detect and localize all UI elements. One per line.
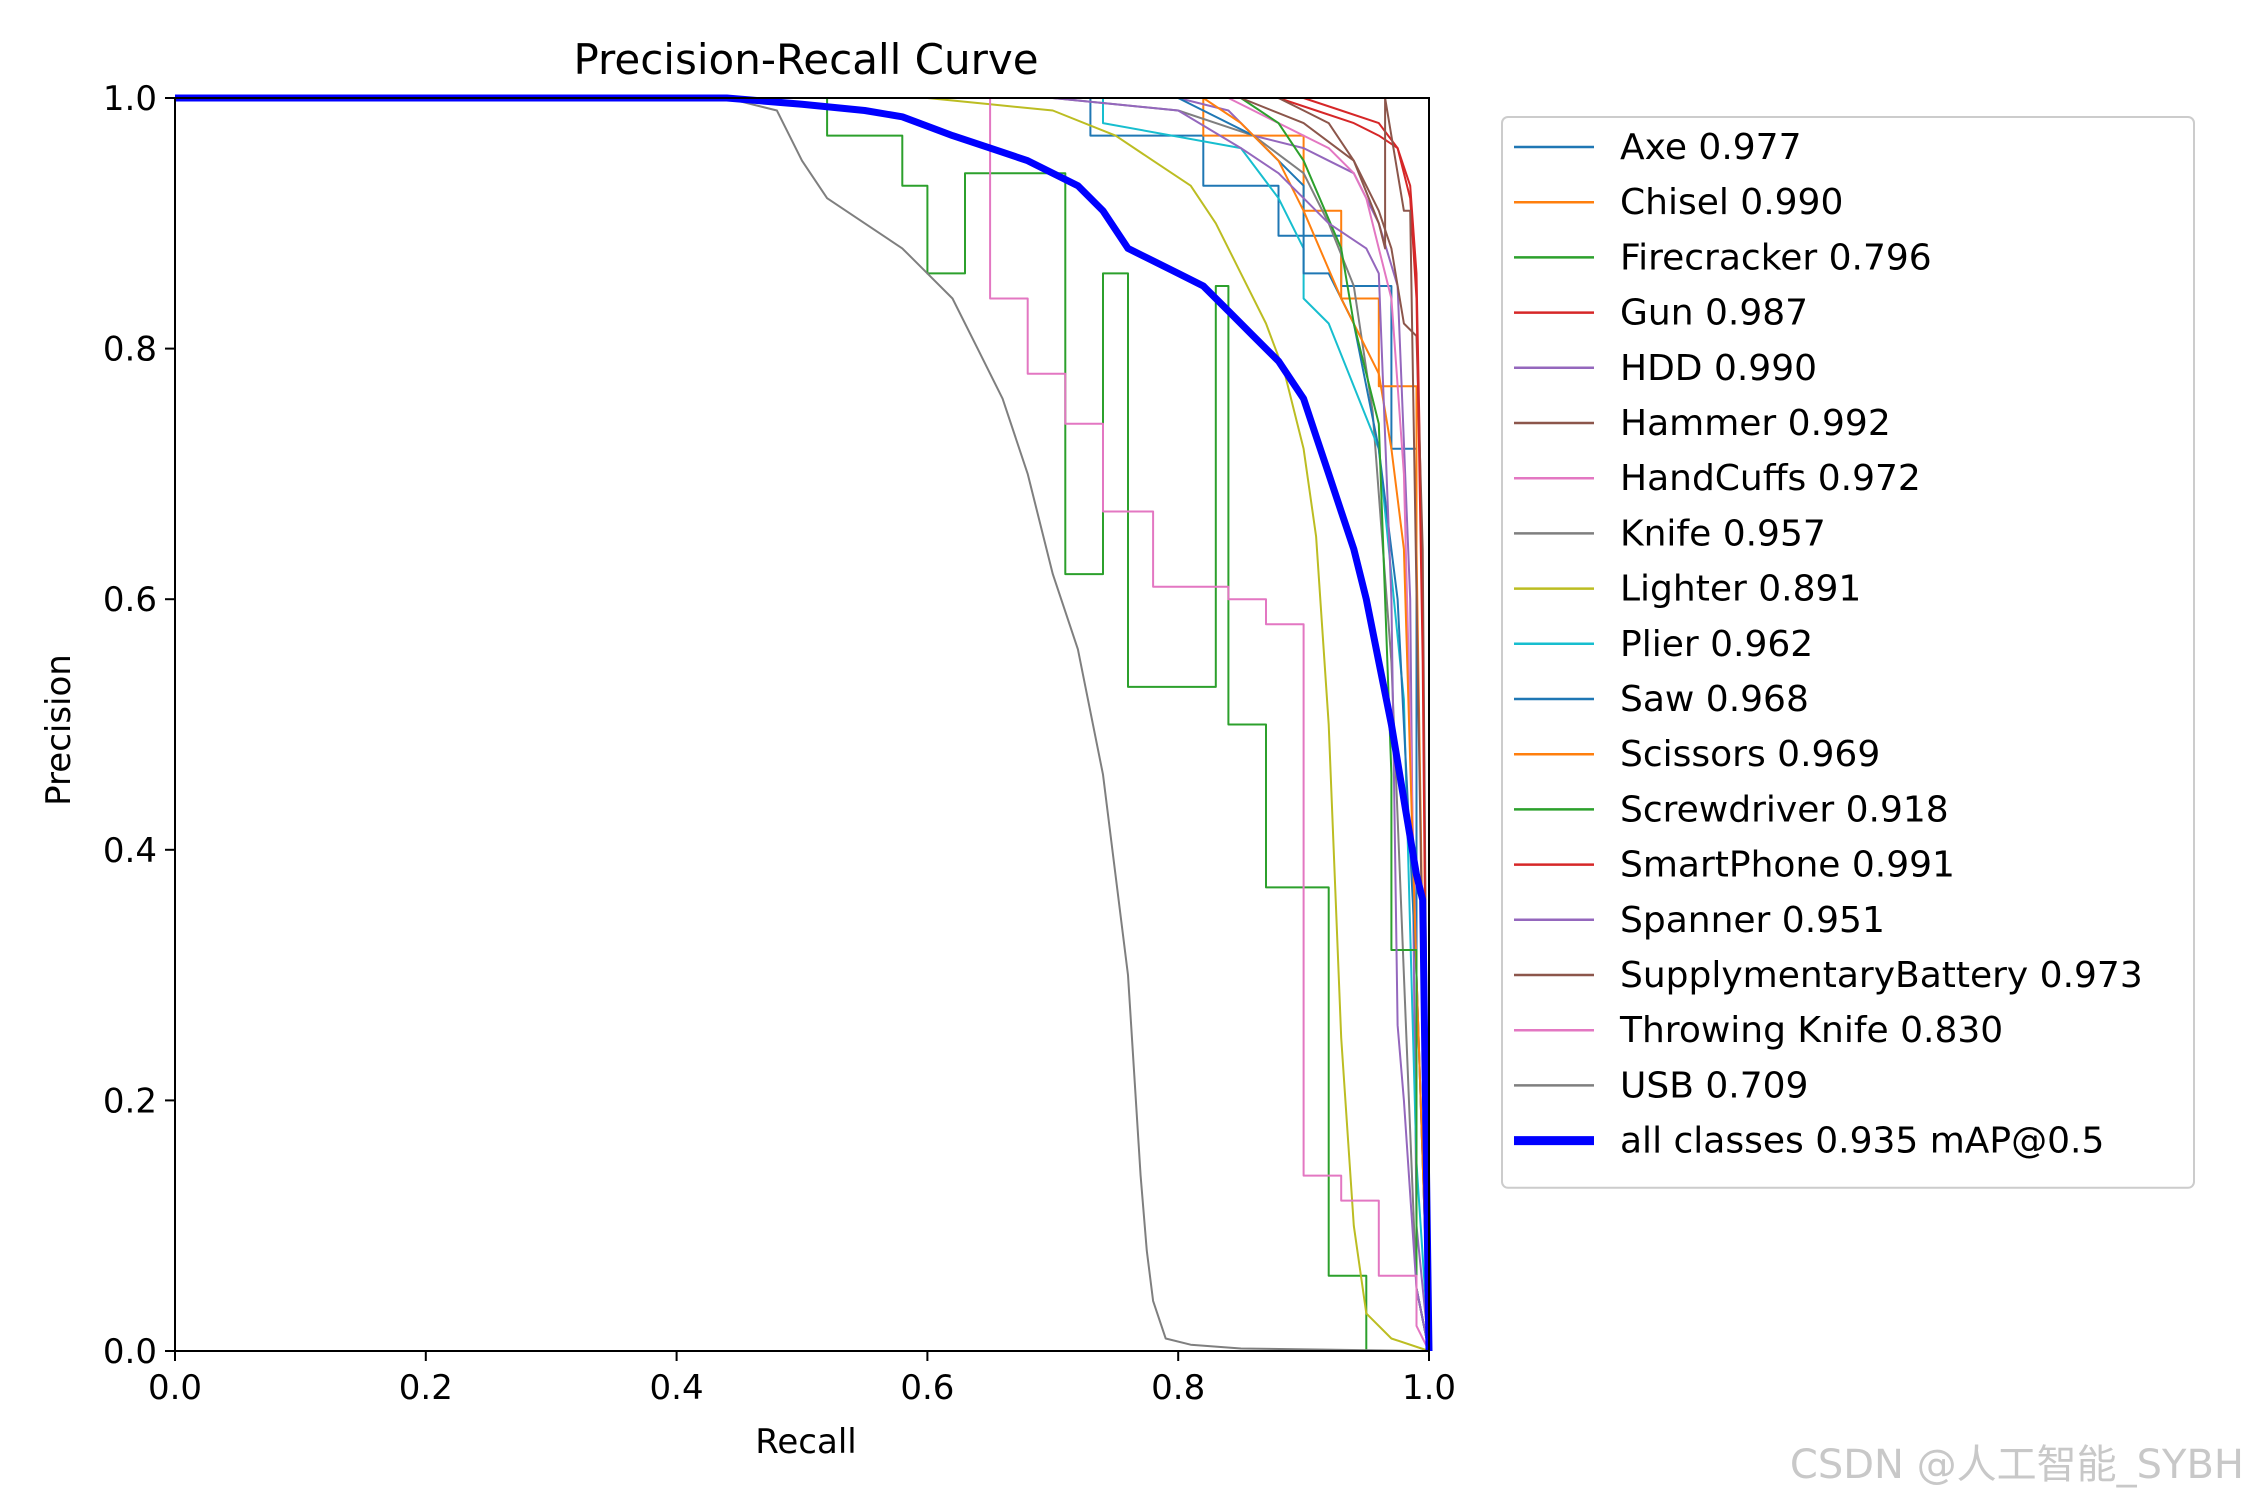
- series-line-supplymentarybattery: [175, 97, 1430, 1352]
- x-tick-label: 1.0: [1402, 1368, 1456, 1408]
- series-line-all-classes: [175, 94, 1433, 1352]
- series-line-smartphone: [175, 97, 1430, 1352]
- y-tick-label: 0.8: [103, 330, 157, 370]
- legend-entry-label: SupplymentaryBattery 0.973: [1620, 955, 2143, 996]
- plot-frame: [174, 97, 1430, 1352]
- axis-ticks: 0.0 0.2 0.4 0.6 0.8 1.0 0.0 0.2 0.4 0.6 0.8 1.0: [103, 79, 1456, 1408]
- series-line-handcuffs: [175, 97, 1430, 1352]
- series-line-spanner: [175, 97, 1430, 1352]
- legend-entry-label: Gun 0.987: [1620, 293, 1808, 334]
- legend-entry-label: SmartPhone 0.991: [1620, 845, 1955, 886]
- legend-entry-label: Spanner 0.951: [1620, 900, 1885, 941]
- legend-entry-label: all classes 0.935 mAP@0.5: [1620, 1121, 2104, 1162]
- series-line-scissors: [175, 97, 1430, 1352]
- legend-entry-label: Knife 0.957: [1620, 513, 1826, 554]
- x-tick-label: 0.2: [399, 1368, 453, 1408]
- legend-entry-label: Firecracker 0.796: [1620, 237, 1932, 278]
- series-line-axe: [175, 97, 1430, 1352]
- series-line-lighter: [175, 97, 1430, 1352]
- legend-entry-label: Saw 0.968: [1620, 679, 1809, 720]
- legend-entry-label: Chisel 0.990: [1620, 182, 1843, 223]
- chart-title: Precision-Recall Curve: [573, 35, 1038, 84]
- legend-entry-label: Axe 0.977: [1620, 127, 1801, 168]
- series-line-usb: [175, 97, 1430, 1352]
- y-tick-label: 1.0: [103, 79, 157, 119]
- y-tick-label: 0.0: [103, 1332, 157, 1372]
- plot-area: [175, 94, 1433, 1352]
- y-tick-label: 0.4: [103, 831, 157, 871]
- series-line-firecracker: [175, 97, 1429, 1352]
- legend-entry-label: HDD 0.990: [1620, 348, 1817, 389]
- legend-entry-label: USB 0.709: [1620, 1065, 1808, 1106]
- y-axis-label: Precision: [39, 654, 79, 806]
- legend-entry-label: Hammer 0.992: [1620, 403, 1891, 444]
- y-tick-label: 0.6: [103, 580, 157, 620]
- x-tick-label: 0.4: [650, 1368, 704, 1408]
- x-tick-label: 0.6: [900, 1368, 954, 1408]
- series-line-plier: [175, 97, 1430, 1352]
- series-line-saw: [175, 97, 1430, 1352]
- x-tick-label: 0.8: [1151, 1368, 1205, 1408]
- legend-entry-label: Plier 0.962: [1620, 624, 1813, 665]
- legend: Axe 0.977 Chisel 0.990 Firecracker 0.796 Gu…: [1501, 116, 2195, 1189]
- x-axis-label: Recall: [755, 1422, 856, 1462]
- legend-entry-label: Scissors 0.969: [1620, 734, 1880, 775]
- legend-entry-label: Throwing Knife 0.830: [1619, 1010, 2003, 1051]
- legend-entry-label: Lighter 0.891: [1620, 569, 1861, 610]
- series-line-screwdriver: [175, 97, 1430, 1352]
- watermark: CSDN @人工智能_SYBH: [1789, 1442, 2244, 1488]
- series-line-throwing-knife: [175, 97, 1430, 1352]
- x-tick-label: 0.0: [148, 1368, 202, 1408]
- legend-entry-label: Screwdriver 0.918: [1620, 789, 1949, 830]
- y-tick-label: 0.2: [103, 1081, 157, 1121]
- legend-box: [1501, 116, 2195, 1189]
- legend-entry-label: HandCuffs 0.972: [1620, 458, 1921, 499]
